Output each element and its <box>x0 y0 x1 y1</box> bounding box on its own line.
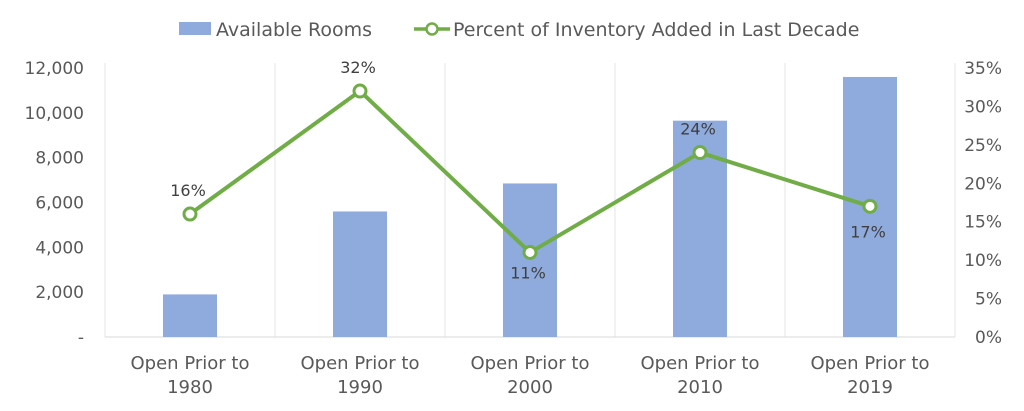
data-label-percent: 17% <box>850 222 886 241</box>
x-tick-label: 2010 <box>677 377 723 398</box>
y-left-tick-label: 8,000 <box>35 149 84 169</box>
x-tick-label: 2000 <box>507 377 553 398</box>
x-tick-label: Open Prior to <box>471 353 590 374</box>
y-right-tick-label: 0% <box>975 328 1002 348</box>
line-point-marker <box>522 244 538 260</box>
y-axis-left: - 2,000 4,000 6,000 8,000 10,000 12,000 <box>25 59 84 348</box>
data-label-percent: 16% <box>170 181 206 200</box>
y-right-tick-label: 5% <box>975 290 1002 310</box>
y-right-tick-label: 20% <box>964 174 1002 194</box>
x-tick-label: 2019 <box>847 377 893 398</box>
legend-swatch-available-rooms <box>179 22 211 35</box>
data-labels: 16% 32% 11% 24% 17% <box>170 58 886 282</box>
line-point-marker <box>862 198 878 214</box>
bars <box>163 76 897 337</box>
bar-available-rooms <box>503 183 557 337</box>
line-point-marker <box>182 206 198 222</box>
data-label-percent: 24% <box>680 120 716 139</box>
y-axis-right: 0% 5% 10% 15% 20% 25% 30% 35% <box>964 59 1002 348</box>
grid <box>104 63 956 338</box>
y-left-tick-label: 6,000 <box>35 194 84 214</box>
line-series <box>182 83 878 260</box>
y-right-tick-label: 25% <box>964 136 1002 156</box>
line-point-marker <box>352 83 368 99</box>
x-tick-label: 1980 <box>167 377 213 398</box>
y-left-tick-label: 10,000 <box>25 104 84 124</box>
x-tick-label: Open Prior to <box>131 353 250 374</box>
y-left-tick-label: 2,000 <box>35 283 84 303</box>
data-label-percent: 11% <box>510 263 546 282</box>
x-axis: Open Prior to 1980 Open Prior to 1990 Open P… <box>131 353 930 398</box>
x-tick-label: 1990 <box>337 377 383 398</box>
y-left-tick-label: - <box>78 328 84 348</box>
y-right-tick-label: 10% <box>964 251 1002 271</box>
x-tick-label: Open Prior to <box>641 353 760 374</box>
legend-label-percent: Percent of Inventory Added in Last Decad… <box>453 19 859 41</box>
y-left-tick-label: 12,000 <box>25 59 84 79</box>
y-right-tick-label: 30% <box>964 97 1002 117</box>
legend-swatch-percent-marker <box>425 22 439 36</box>
data-label-percent: 32% <box>340 58 376 77</box>
legend: Available Rooms Percent of Inventory Add… <box>179 19 859 41</box>
bar-available-rooms <box>163 294 217 337</box>
y-right-tick-label: 35% <box>964 59 1002 79</box>
y-right-tick-label: 15% <box>964 213 1002 233</box>
line-point-marker <box>692 145 708 161</box>
x-tick-label: Open Prior to <box>811 353 930 374</box>
bar-available-rooms <box>333 211 387 337</box>
legend-label-available-rooms: Available Rooms <box>216 19 372 41</box>
y-left-tick-label: 4,000 <box>35 238 84 258</box>
x-tick-label: Open Prior to <box>301 353 420 374</box>
